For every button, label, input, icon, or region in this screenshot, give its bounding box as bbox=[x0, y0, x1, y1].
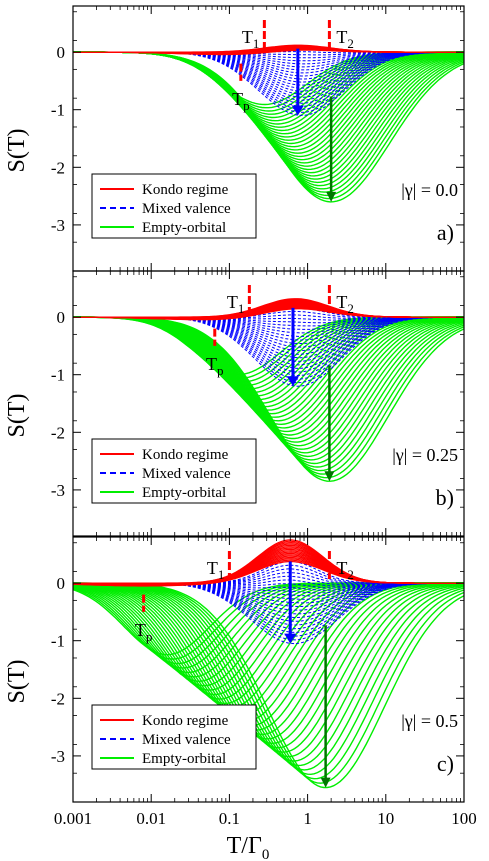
legend-entry: Empty-orbital bbox=[100, 220, 226, 236]
y-tick-label: -3 bbox=[51, 481, 65, 500]
series-kondo-regime bbox=[73, 298, 464, 321]
panel-label: a) bbox=[437, 220, 454, 245]
marker-T2: T2 bbox=[327, 285, 354, 316]
svg-text:Tp: Tp bbox=[206, 354, 224, 378]
x-ticks bbox=[72, 6, 465, 271]
marker-T1: T1 bbox=[207, 551, 231, 582]
panel-2: 0 -1 -2 -3 S(T) T1 T2 Tp Kondo regime Mixed valen… bbox=[4, 270, 465, 537]
marker-Tp: Tp bbox=[206, 328, 224, 378]
svg-text:T2: T2 bbox=[336, 27, 354, 51]
legend-entry: Mixed valence bbox=[100, 466, 231, 482]
gamma-label: |γ| = 0.25 bbox=[392, 445, 458, 465]
y-ticks: 0 -1 -2 -3 bbox=[51, 276, 464, 508]
x-tick-label: 10 bbox=[377, 809, 394, 828]
x-tick-label: 0.1 bbox=[219, 809, 240, 828]
legend-entry: Kondo regime bbox=[100, 713, 229, 729]
arrow-mixed-valence-head bbox=[284, 633, 297, 644]
y-axis-title: S(T) bbox=[4, 660, 30, 704]
y-tick-label: -3 bbox=[51, 216, 65, 235]
y-tick-label: -2 bbox=[51, 158, 65, 177]
plot-frame bbox=[72, 536, 465, 803]
svg-text:T1: T1 bbox=[242, 27, 260, 51]
svg-text:Kondo regime: Kondo regime bbox=[142, 713, 229, 729]
y-tick-label: 0 bbox=[57, 43, 66, 62]
legend-entry: Empty-orbital bbox=[100, 485, 226, 501]
y-ticks: 0 -1 -2 -3 bbox=[51, 11, 464, 243]
marker-T2: T2 bbox=[327, 20, 354, 51]
series-kondo-regime bbox=[73, 44, 464, 56]
gamma-label: |γ| = 0.0 bbox=[401, 180, 458, 200]
panel-3: 0 -1 -2 -3 S(T) T1 T2 Tp Kondo regime Mixed valen… bbox=[4, 536, 465, 803]
y-tick-label: 0 bbox=[57, 574, 66, 593]
arrow-empty-orbital-head bbox=[324, 471, 335, 482]
svg-text:T2: T2 bbox=[336, 292, 354, 316]
series-kondo-regime bbox=[73, 539, 464, 587]
legend-entry: Empty-orbital bbox=[100, 751, 226, 767]
gamma-label: |γ| = 0.5 bbox=[401, 711, 458, 731]
legend: Kondo regime Mixed valence Empty-orbital bbox=[91, 704, 257, 770]
x-ticks bbox=[72, 271, 465, 536]
y-tick-label: -1 bbox=[51, 366, 65, 385]
marker-T2: T2 bbox=[327, 551, 354, 582]
y-tick-label: -2 bbox=[51, 689, 65, 708]
svg-text:T2: T2 bbox=[336, 558, 354, 582]
svg-text:Tp: Tp bbox=[135, 620, 153, 644]
arrow-empty-orbital-head bbox=[326, 191, 337, 202]
svg-text:Kondo regime: Kondo regime bbox=[142, 182, 229, 198]
svg-text:Empty-orbital: Empty-orbital bbox=[142, 751, 226, 767]
y-tick-label: -3 bbox=[51, 747, 65, 766]
x-axis-title: T/Γ0 bbox=[227, 833, 270, 861]
svg-text:Kondo regime: Kondo regime bbox=[142, 447, 229, 463]
y-ticks: 0 -1 -2 -3 bbox=[51, 542, 464, 774]
panel-label: c) bbox=[437, 751, 454, 776]
y-tick-label: -1 bbox=[51, 632, 65, 651]
legend-entry: Mixed valence bbox=[100, 201, 231, 217]
legend: Kondo regime Mixed valence Empty-orbital bbox=[91, 173, 257, 239]
svg-text:T1: T1 bbox=[207, 558, 225, 582]
y-axis-title: S(T) bbox=[4, 129, 30, 173]
y-axis-title: S(T) bbox=[4, 394, 30, 438]
plot-frame bbox=[72, 270, 465, 537]
arrow-empty-orbital-head bbox=[320, 777, 331, 788]
y-tick-label: 0 bbox=[57, 308, 66, 327]
panel-label: b) bbox=[436, 485, 454, 510]
svg-text:Empty-orbital: Empty-orbital bbox=[142, 485, 226, 501]
svg-text:T1: T1 bbox=[227, 292, 245, 316]
y-tick-label: -2 bbox=[51, 423, 65, 442]
panel-1: 0 -1 -2 -3 S(T) T1 T2 Tp Kondo regime Mixed valen… bbox=[4, 5, 465, 272]
legend: Kondo regime Mixed valence Empty-orbital bbox=[91, 438, 257, 504]
legend-entry: Mixed valence bbox=[100, 732, 231, 748]
svg-text:Tp: Tp bbox=[232, 89, 250, 113]
legend-entry: Kondo regime bbox=[100, 447, 229, 463]
x-tick-label: 100 bbox=[451, 809, 477, 828]
svg-text:Mixed valence: Mixed valence bbox=[142, 732, 231, 748]
marker-T1: T1 bbox=[227, 285, 251, 316]
marker-T1: T1 bbox=[242, 20, 266, 51]
svg-text:Mixed valence: Mixed valence bbox=[142, 466, 231, 482]
y-tick-label: -1 bbox=[51, 101, 65, 120]
svg-text:Empty-orbital: Empty-orbital bbox=[142, 220, 226, 236]
marker-Tp: Tp bbox=[232, 63, 250, 113]
marker-Tp: Tp bbox=[135, 594, 153, 644]
x-tick-label: 0.01 bbox=[136, 809, 166, 828]
legend-entry: Kondo regime bbox=[100, 182, 229, 198]
arrow-mixed-valence-head bbox=[286, 376, 299, 387]
x-tick-label: 1 bbox=[303, 809, 312, 828]
x-tick-label: 0.001 bbox=[54, 809, 92, 828]
x-ticks bbox=[72, 537, 465, 802]
svg-text:Mixed valence: Mixed valence bbox=[142, 201, 231, 217]
arrow-mixed-valence-head bbox=[291, 105, 304, 116]
